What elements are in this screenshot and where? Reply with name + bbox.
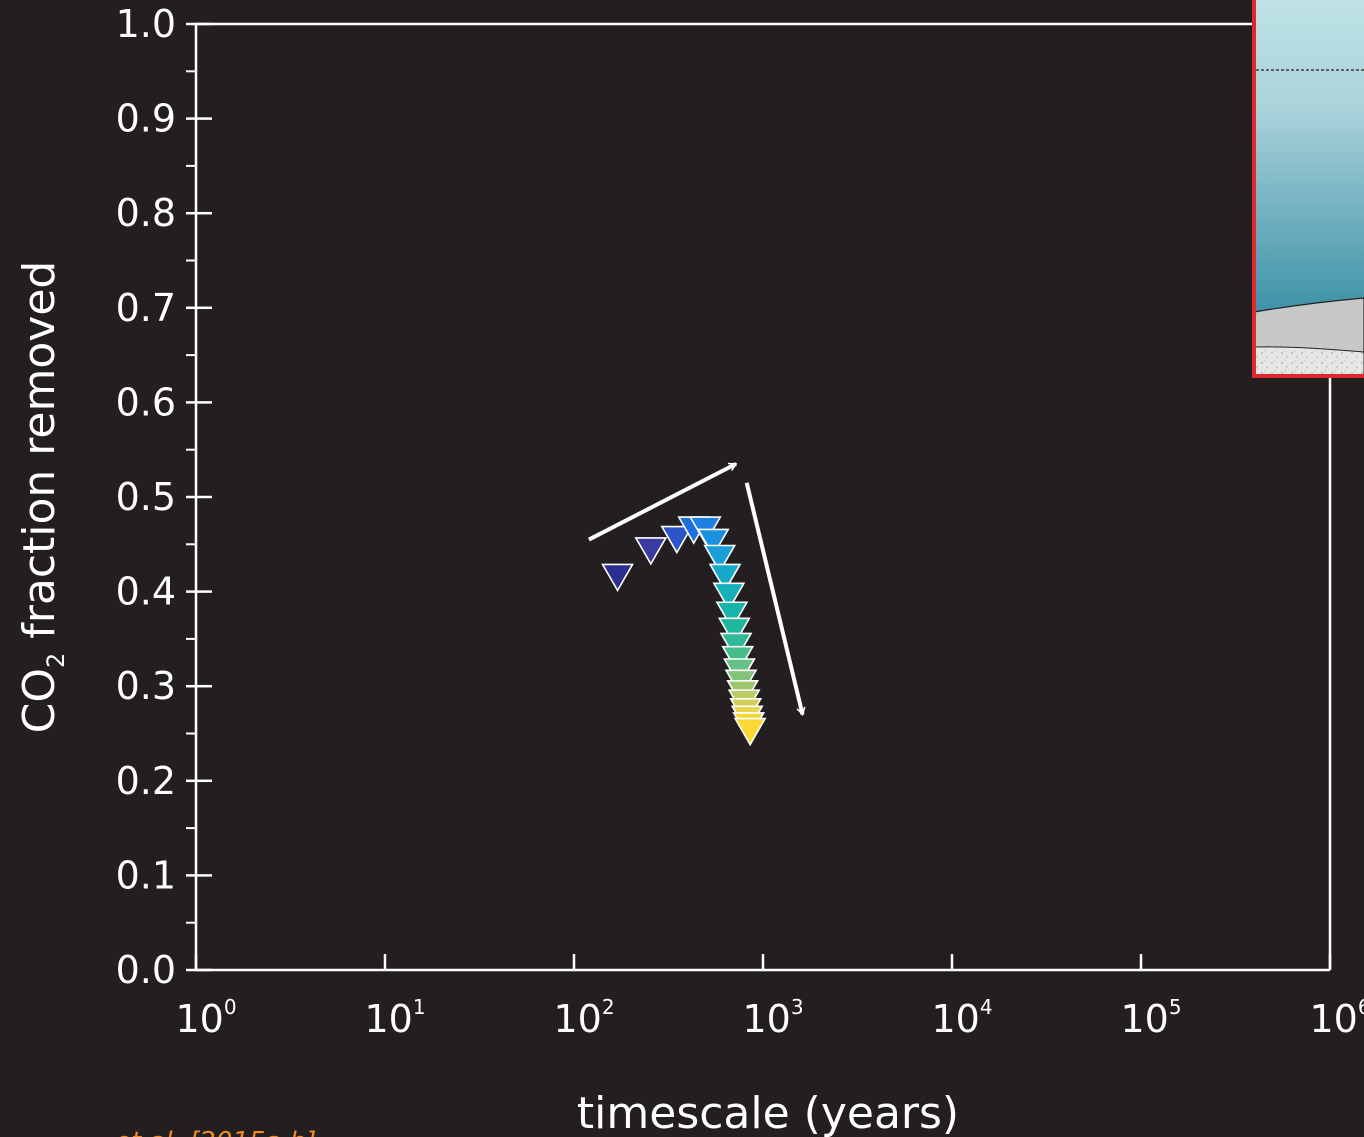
data-point <box>696 528 730 558</box>
y-axis-title-rest: fraction removed <box>14 261 65 653</box>
y-axis-title: CO2 fraction removed <box>14 261 70 734</box>
y-tick-label: 0.4 <box>116 570 176 614</box>
ocean-inset <box>1252 0 1364 378</box>
data-markers <box>601 516 767 747</box>
y-axis-title-subscript: 2 <box>42 653 70 668</box>
inset-sediment <box>1253 346 1364 377</box>
y-tick-label: 0.1 <box>116 853 176 897</box>
x-tick-label: 100 <box>175 995 236 1041</box>
trend-arrows <box>588 462 806 717</box>
y-tick-label: 0.3 <box>116 664 176 708</box>
y-tick-label: 0.2 <box>116 759 176 803</box>
y-axis-ticks: 0.0 0.1 0.2 0.3 0.4 0.5 0.6 0.7 0.8 0.9 1.0 <box>116 2 212 992</box>
citation-text: et al. [2015a,b] <box>115 1127 316 1137</box>
inset-border <box>1252 0 1364 378</box>
x-tick-label: 103 <box>742 995 803 1041</box>
x-axis-ticks: 100 101 102 103 104 105 106 <box>175 954 1364 1041</box>
x-axis-title: timescale (years) <box>577 1088 959 1137</box>
x-tick-label: 105 <box>1120 995 1181 1041</box>
plot-frame <box>194 22 1332 972</box>
y-tick-label: 0.0 <box>116 948 176 992</box>
arrow-increasing <box>588 462 738 542</box>
arrow-decreasing <box>744 482 806 717</box>
y-tick-label: 0.5 <box>116 475 176 519</box>
x-tick-label: 101 <box>364 995 425 1041</box>
x-tick-label: 106 <box>1309 995 1364 1041</box>
data-point <box>715 601 749 630</box>
y-tick-label: 0.9 <box>116 97 176 141</box>
y-tick-label: 0.7 <box>116 286 176 330</box>
data-point <box>634 537 668 566</box>
x-tick-label: 102 <box>553 995 614 1041</box>
data-point <box>601 563 634 593</box>
y-tick-label: 1.0 <box>116 2 176 46</box>
data-point <box>712 582 746 611</box>
data-point <box>703 544 737 574</box>
data-point <box>708 563 742 593</box>
y-tick-label: 0.8 <box>116 191 176 235</box>
x-tick-label: 104 <box>931 995 992 1041</box>
y-axis-title-main: CO <box>14 668 65 733</box>
y-tick-label: 0.6 <box>116 380 176 424</box>
data-point <box>660 525 694 555</box>
data-point <box>733 717 767 747</box>
data-point <box>717 617 751 646</box>
